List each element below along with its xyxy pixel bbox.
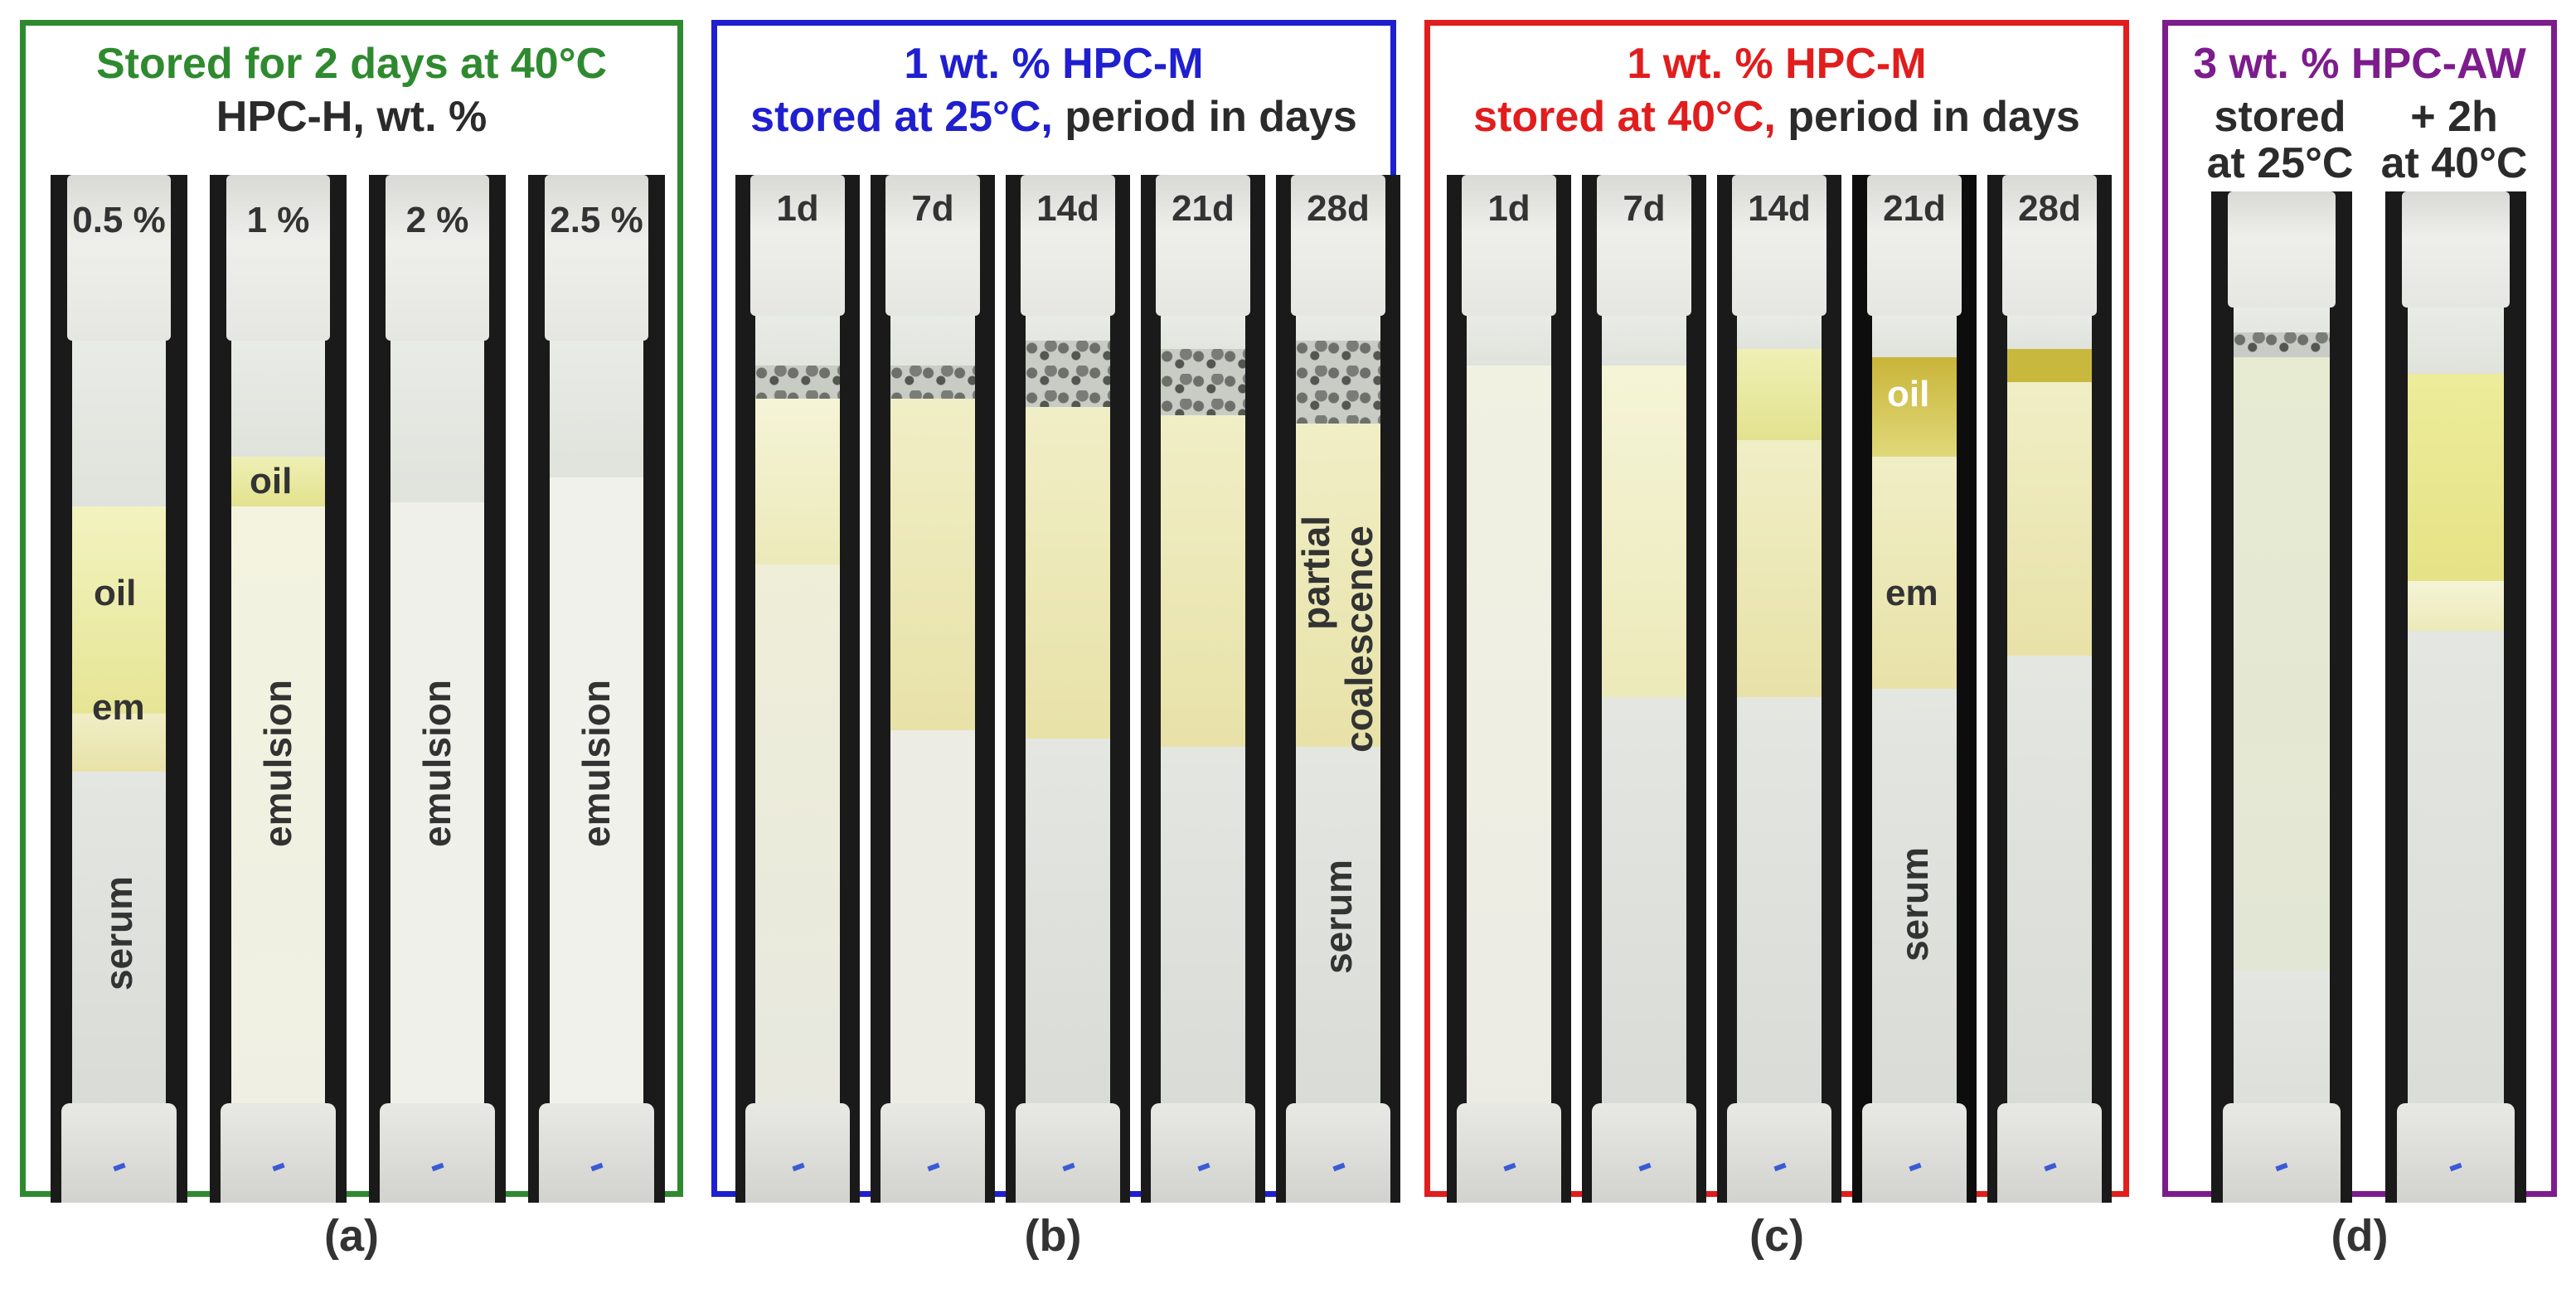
panel-c-subtitle-rest: period in days	[1775, 93, 2080, 141]
tube-label: 14d	[1748, 188, 1811, 229]
oil-label: oil	[250, 461, 293, 501]
tube-label: 1d	[776, 188, 819, 229]
emulsion-label: emulsion	[256, 680, 299, 847]
panel-a-title: Stored for 2 days at 40°C	[95, 40, 608, 88]
panel-b-subtitle: stored at 25°C, period in days	[717, 90, 1390, 143]
tube-b-21d: 21d	[1141, 175, 1265, 1203]
panel-d-col2-line2: at 40°C	[2380, 139, 2528, 187]
tube-label: 14d	[1036, 188, 1099, 229]
tube-c-28d: 28d	[1987, 175, 2112, 1203]
tube-label: 7d	[1623, 188, 1666, 229]
panel-b: 1 wt. % HPC-M stored at 25°C, period in …	[711, 20, 1400, 1203]
tube-d-40c	[2385, 191, 2526, 1203]
tube-label: 2 %	[405, 200, 469, 240]
panel-d-title: 3 wt. % HPC-AW	[2193, 40, 2526, 88]
tube-label: 7d	[911, 188, 954, 229]
partial-label: partial	[1294, 515, 1337, 631]
em-label: em	[92, 687, 145, 728]
panel-b-title: 1 wt. % HPC-M	[904, 40, 1204, 88]
tube-c-14d: 14d	[1717, 175, 1841, 1203]
panel-d-col1-line1: stored	[2214, 93, 2346, 141]
tube-label: 1d	[1487, 188, 1531, 229]
coalescence-label: coalescence	[1337, 525, 1380, 753]
tube-d-25c	[2211, 191, 2352, 1203]
serum-label: serum	[1317, 859, 1360, 975]
panel-d: 3 wt. % HPC-AW stored at 25°C + 2h at 40…	[2162, 20, 2557, 1203]
tube-label: 1 %	[246, 200, 310, 240]
panel-c-title: 1 wt. % HPC-M	[1627, 40, 1927, 88]
tube-b-28d: 28d partial coalescence serum	[1276, 175, 1400, 1203]
tube-label: 28d	[2018, 188, 2081, 229]
tube-b-1d: 1d	[735, 175, 860, 1203]
tube-label: 0.5 %	[72, 200, 166, 240]
panel-b-subtitle-rest: period in days	[1052, 93, 1357, 141]
tube-label: 21d	[1883, 188, 1946, 229]
caption-b: (b)	[1024, 1211, 1082, 1261]
tube-c-21d: 21d oil em serum	[1852, 175, 1977, 1203]
tube-a-4: 2.5 % emulsion	[528, 175, 665, 1203]
panel-b-subtitle-colored: stored at 25°C,	[750, 93, 1053, 141]
tube-c-7d: 7d	[1582, 175, 1706, 1203]
em-label: em	[1885, 573, 1938, 613]
tube-label: 21d	[1172, 188, 1235, 229]
tube-a-1: 0.5 % oil em serum	[51, 175, 187, 1203]
oil-label: oil	[1887, 374, 1930, 414]
oil-label: oil	[94, 573, 137, 613]
caption-a: (a)	[324, 1211, 379, 1261]
caption-c: (c)	[1749, 1211, 1804, 1261]
tube-a-3: 2 % emulsion	[369, 175, 506, 1203]
serum-label: serum	[97, 875, 140, 991]
emulsion-label: emulsion	[575, 680, 618, 847]
panel-d-col2-line1: + 2h	[2410, 93, 2498, 141]
panel-c-subtitle-colored: stored at 40°C,	[1473, 93, 1776, 141]
tube-b-14d: 14d	[1006, 175, 1130, 1203]
panel-c: 1 wt. % HPC-M stored at 40°C, period in …	[1424, 20, 2129, 1203]
emulsion-label: emulsion	[415, 680, 458, 847]
panel-d-col1-line2: at 25°C	[2206, 139, 2354, 187]
tube-label: 28d	[1307, 188, 1370, 229]
tube-label: 2.5 %	[550, 200, 643, 240]
panel-a: Stored for 2 days at 40°C HPC-H, wt. % 0…	[20, 20, 683, 1203]
panel-c-subtitle: stored at 40°C, period in days	[1430, 90, 2123, 143]
tube-a-2: 1 % oil emulsion	[210, 175, 347, 1203]
panel-a-subtitle: HPC-H, wt. %	[216, 93, 488, 141]
serum-label: serum	[1893, 846, 1936, 962]
tube-c-1d: 1d	[1447, 175, 1571, 1203]
tube-b-7d: 7d	[871, 175, 995, 1203]
caption-d: (d)	[2331, 1211, 2389, 1261]
